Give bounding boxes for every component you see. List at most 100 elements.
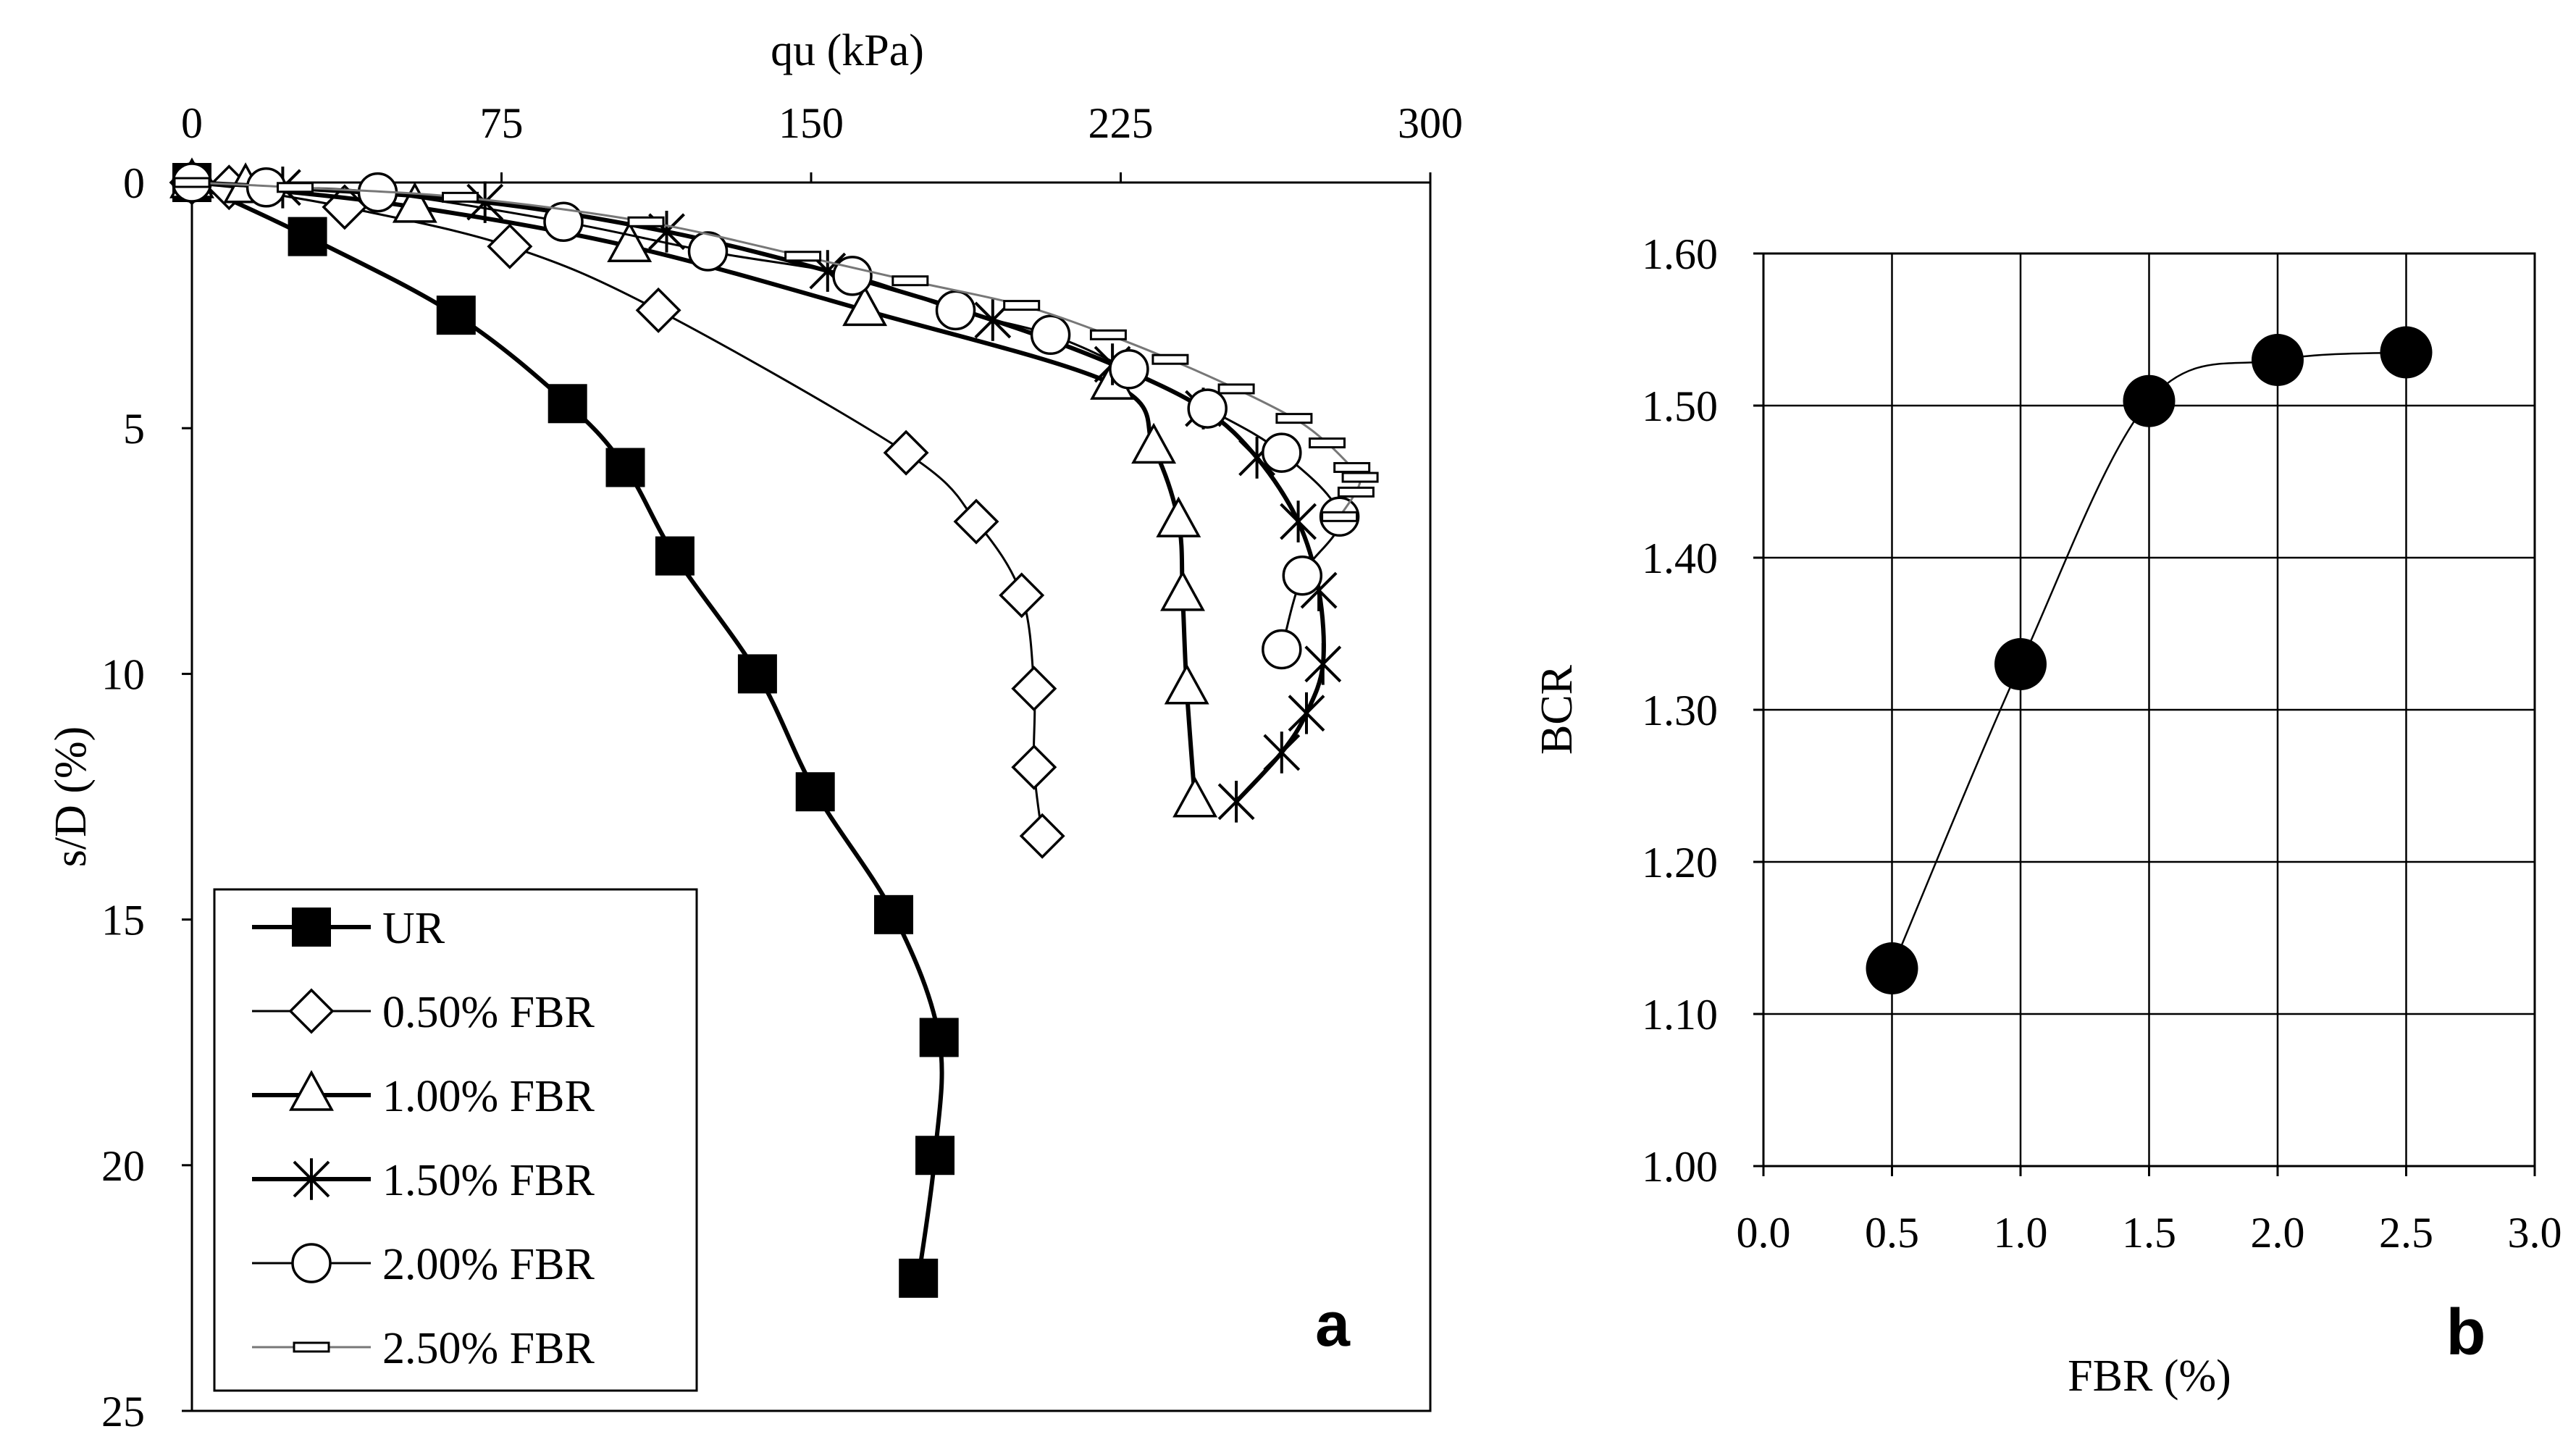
chart-a-point-1-50pct-fbr-2 — [466, 181, 504, 223]
chart-a-point-ur-5 — [655, 536, 695, 576]
chart-a-point-1-50pct-fbr-13 — [1263, 732, 1301, 774]
chart-a-point-2-00pct-fbr-3 — [543, 201, 584, 243]
chart-a-y-tick-label-10: 10 — [101, 650, 145, 698]
chart-b: 0.0 0.5 1.0 1.5 2.0 2.5 3.0 1.001.101.201.301.… — [1532, 230, 2562, 1401]
chart-a-x-tick-label-225: 225 — [1088, 99, 1154, 147]
chart-a-point-1-00pct-fbr-2 — [392, 182, 437, 223]
chart-a-legend-item-ur: UR — [252, 904, 445, 953]
chart-b-y-tick-label-1-60: 1.60 — [1642, 230, 1718, 278]
chart-b-y-tick-label-1-20: 1.20 — [1642, 839, 1718, 887]
chart-a-point-2-50pct-fbr-12 — [1333, 461, 1371, 473]
chart-b-x-tick-label-1-5: 1.5 — [2122, 1209, 2176, 1257]
chart-a-y-tick-label-25: 25 — [101, 1388, 145, 1436]
chart-a-point-0-50pct-fbr-6 — [953, 498, 999, 545]
chart-a-point-1-00pct-fbr-6 — [1131, 422, 1177, 464]
chart-a-y-tick-label-15: 15 — [101, 897, 145, 944]
chart-b-x-tick-label-1-0: 1.0 — [1994, 1209, 2048, 1257]
chart-a-legend-item-1-00pct-fbr: 1.00% FBR — [252, 1070, 595, 1121]
chart-a-x-tick-label-0: 0 — [181, 99, 203, 147]
chart-a-point-1-00pct-fbr-10 — [1172, 776, 1218, 818]
chart-a-legend-box — [213, 888, 698, 1392]
chart-b-y-tick-label-1-30: 1.30 — [1642, 687, 1718, 734]
chart-a-legend-marker-2-50pct-fbr — [293, 1341, 330, 1353]
chart-a-point-2-00pct-fbr-4 — [687, 231, 729, 272]
chart-a-point-2-50pct-fbr-3 — [627, 216, 665, 227]
chart-a-series-2-00pct-fbr — [172, 162, 1360, 670]
chart-a-legend-label-0-50pct-fbr: 0.50% FBR — [382, 988, 595, 1037]
chart-a-point-1-00pct-fbr-8 — [1160, 570, 1205, 611]
chart-a-legend-item-2-50pct-fbr: 2.50% FBR — [252, 1324, 595, 1373]
chart-a-legend-label-1-50pct-fbr: 1.50% FBR — [382, 1156, 595, 1205]
chart-b-y-ticks: 1.00 1.10 1.20 1.30 1.40 1.50 1.60 — [1642, 230, 1763, 1191]
chart-a-series-2-50pct-fbr — [173, 177, 1379, 522]
chart-a-legend-item-2-00pct-fbr: 2.00% FBR — [252, 1240, 595, 1289]
chart-a-point-2-50pct-fbr-10 — [1275, 413, 1313, 424]
chart-a-point-1-50pct-fbr-12 — [1288, 692, 1325, 734]
chart-a-point-0-50pct-fbr-10 — [1019, 813, 1065, 859]
chart-b-point-2 — [2123, 374, 2176, 427]
chart-a-point-ur-8 — [874, 894, 913, 934]
chart-a-point-2-00pct-fbr-5 — [832, 256, 873, 296]
chart-a-x-tick-label-300: 300 — [1398, 99, 1463, 147]
chart-a-point-2-00pct-fbr-10 — [1262, 432, 1302, 473]
chart-b-point-3 — [2252, 334, 2304, 386]
chart-a-point-2-50pct-fbr-15 — [1321, 511, 1359, 522]
chart-a-x-tick-label-75: 75 — [480, 99, 524, 147]
chart-a-point-2-50pct-fbr-14 — [1337, 486, 1375, 498]
chart-a-legend-label-1-00pct-fbr: 1.00% FBR — [382, 1072, 595, 1121]
chart-a-point-2-00pct-fbr-13 — [1262, 629, 1302, 670]
chart-a-series — [169, 157, 1379, 1298]
chart-a-point-2-50pct-fbr-6 — [1003, 300, 1041, 311]
chart-a-point-2-50pct-fbr-11 — [1309, 437, 1346, 449]
chart-a-legend-marker-ur — [292, 908, 331, 947]
chart-a-legend-label-2-00pct-fbr: 2.00% FBR — [382, 1240, 595, 1289]
chart-a-legend: UR 0.50% FBR 1.00% FBR 1.50% FBR 2.00% FBR 2.… — [213, 888, 698, 1392]
chart-b-x-axis-title: FBR (%) — [2068, 1351, 2231, 1401]
chart-a-point-1-50pct-fbr-9 — [1280, 500, 1317, 542]
chart-a-point-2-50pct-fbr-8 — [1151, 353, 1189, 365]
chart-a-y-ticks: 0 5 10 15 20 25 — [101, 159, 192, 1436]
chart-a-point-ur-3 — [547, 384, 587, 424]
chart-a-point-0-50pct-fbr-7 — [999, 572, 1045, 619]
chart-b-y-tick-label-1-00: 1.00 — [1642, 1143, 1718, 1191]
chart-b-y-axis-title: BCR — [1532, 664, 1582, 755]
chart-a-legend-label-2-50pct-fbr: 2.50% FBR — [382, 1324, 595, 1373]
chart-a-point-2-50pct-fbr-9 — [1217, 383, 1255, 395]
chart-a-point-ur-6 — [737, 654, 777, 694]
chart-a-point-0-50pct-fbr-9 — [1011, 744, 1057, 790]
chart-a-point-0-50pct-fbr-8 — [1011, 666, 1057, 712]
chart-a-point-2-50pct-fbr-13 — [1341, 472, 1379, 483]
chart-a-point-1-00pct-fbr-4 — [842, 285, 888, 327]
chart-a-point-ur-7 — [795, 772, 835, 812]
chart-a-point-ur-4 — [605, 448, 645, 487]
chart-b-point-0 — [1866, 942, 1918, 994]
chart-a-point-2-00pct-fbr-9 — [1187, 388, 1228, 429]
chart-a-series-ur — [172, 163, 959, 1298]
chart-b-x-tick-label-2-0: 2.0 — [2251, 1209, 2305, 1257]
chart-a-legend-marker-1-50pct-fbr — [293, 1158, 330, 1200]
chart-a-point-0-50pct-fbr-3 — [487, 223, 533, 269]
chart-a-point-2-00pct-fbr-8 — [1109, 349, 1149, 390]
chart-a-point-1-00pct-fbr-3 — [607, 221, 653, 262]
chart-a-point-2-50pct-fbr-7 — [1089, 329, 1127, 340]
chart-a-point-1-50pct-fbr-11 — [1304, 643, 1342, 685]
chart-a-point-ur-9 — [919, 1018, 959, 1057]
chart-a-point-0-50pct-fbr-5 — [883, 429, 929, 476]
chart-a-point-2-00pct-fbr-12 — [1282, 555, 1323, 596]
chart-a-point-ur-11 — [899, 1258, 939, 1298]
chart-a-legend-label-ur: UR — [382, 904, 445, 953]
chart-a-point-2-50pct-fbr-1 — [277, 182, 314, 193]
chart-b-point-1 — [1994, 638, 2047, 690]
chart-a-y-tick-label-20: 20 — [101, 1142, 145, 1190]
chart-b-series — [1866, 326, 2433, 994]
chart-b-y-tick-label-1-50: 1.50 — [1642, 382, 1718, 430]
chart-a-point-ur-1 — [288, 217, 327, 256]
chart-a-point-1-00pct-fbr-9 — [1164, 663, 1209, 705]
chart-a-panel-label: a — [1315, 1290, 1351, 1359]
chart-a-x-ticks: 0 75 150 225 300 — [181, 99, 1463, 183]
chart-a-legend-item-1-50pct-fbr: 1.50% FBR — [252, 1156, 595, 1205]
chart-a-y-tick-label-5: 5 — [123, 405, 145, 453]
chart-a-x-axis-title: qu (kPa) — [771, 26, 924, 75]
